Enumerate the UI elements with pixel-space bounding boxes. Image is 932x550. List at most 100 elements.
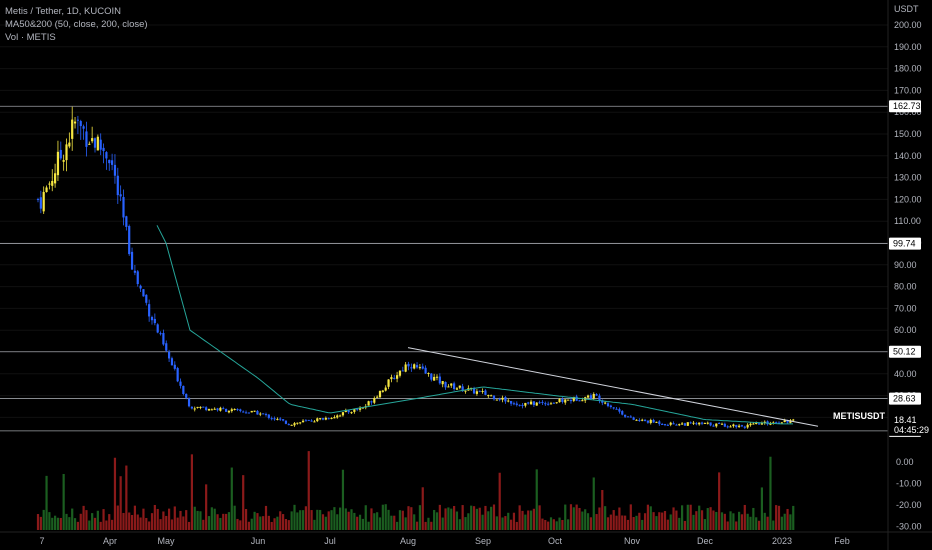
price-axis-tick: 120.00 [894,194,922,204]
volume-bar [635,515,638,530]
candle-body [453,383,456,389]
volume-bar [210,507,213,530]
candle-body [125,216,128,227]
volume-bar [276,516,279,530]
candle-body [529,401,533,405]
volume-axis-tick: -20.00 [896,500,922,510]
candle-body [128,226,131,255]
candle-body [176,368,179,382]
volume-bar [170,519,174,530]
volume-bar [145,517,148,530]
volume-bar [532,508,535,530]
volume-bar [763,512,766,530]
candle-body [205,407,208,411]
candle-body [111,160,114,165]
volume-bar [71,508,74,530]
volume-bar [492,504,496,530]
candle-body [93,138,97,148]
volume-bar [102,509,105,530]
legend-indicator[interactable]: MA50&200 (50, close, 200, close) [5,19,148,30]
candle-body [350,412,353,414]
candle-body [145,294,148,303]
candle-body [755,422,758,424]
volume-bar [153,504,156,530]
price-axis-tick: 180.00 [894,64,922,74]
volume-bar [247,521,250,530]
volume-bar [743,504,746,530]
candle-body [692,422,695,424]
volume-bar [715,511,718,530]
volume-bar [760,487,763,530]
volume-bar [207,516,211,530]
volume-bar [561,519,564,530]
candle-body [461,386,464,392]
volume-bar [683,520,687,530]
volume-bar [48,512,51,530]
candle-body [789,420,792,423]
volume-bar [398,510,402,530]
candle-body [743,426,746,428]
candle-body [324,417,327,420]
candle-body [578,400,581,402]
price-tag-box [889,100,921,113]
legend-volume[interactable]: Vol · METIS [5,32,56,43]
candle-body [555,402,558,404]
volume-bar [299,510,302,530]
candle-body [507,400,510,402]
volume-bar [712,510,715,530]
volume-bar [39,516,42,530]
volume-bar [598,507,601,530]
candle-body [119,194,122,197]
candle-body [472,388,476,394]
volume-bar [165,515,168,530]
candle-body [333,417,336,419]
volume-bar [564,504,567,530]
volume-bar [93,517,97,530]
candle-body [407,363,410,367]
candle-body [190,406,193,409]
volume-bar [116,505,119,530]
candle-body [381,390,384,392]
volume-bar [624,515,627,530]
volume-bar [321,514,325,530]
volume-bar [250,518,253,530]
candle-body [207,408,211,411]
candle-body [370,401,373,403]
volume-bar [547,521,550,530]
volume-bar [470,505,473,530]
volume-bar [364,505,367,530]
candle-body [279,418,282,420]
candle-body [438,376,441,384]
candle-body [424,367,427,374]
volume-bar [301,510,305,530]
volume-bar [695,511,698,530]
price-axis-tick: 40.00 [894,369,917,379]
volume-bar [592,477,595,530]
legend-title[interactable]: Metis / Tether, 1D, KUCOIN [5,6,121,17]
volume-bar [190,454,193,530]
volume-bar [700,510,704,530]
volume-bar [427,517,430,530]
candle-body [772,422,775,424]
candle-body [401,370,404,372]
volume-bar [290,511,293,530]
candle-body [296,422,299,424]
candle-body [732,424,735,427]
volume-bar [447,507,450,530]
candle-body [689,422,692,424]
candle-body [655,421,658,423]
candle-body [82,126,85,129]
volume-bar [418,505,421,530]
volume-axis: 0.00 -10.00 -20.00 -30.00 [896,457,922,532]
volume-bar [578,507,581,530]
candle-body [293,423,296,426]
volume-bar [304,506,307,530]
time-axis-label: Jul [324,536,336,546]
volume-bar [789,514,792,530]
volume-bar [689,504,692,530]
candle-body [356,408,359,410]
price-axis-unit: USDT [894,4,919,14]
volume-bar [125,465,128,530]
candle-body [484,390,487,395]
